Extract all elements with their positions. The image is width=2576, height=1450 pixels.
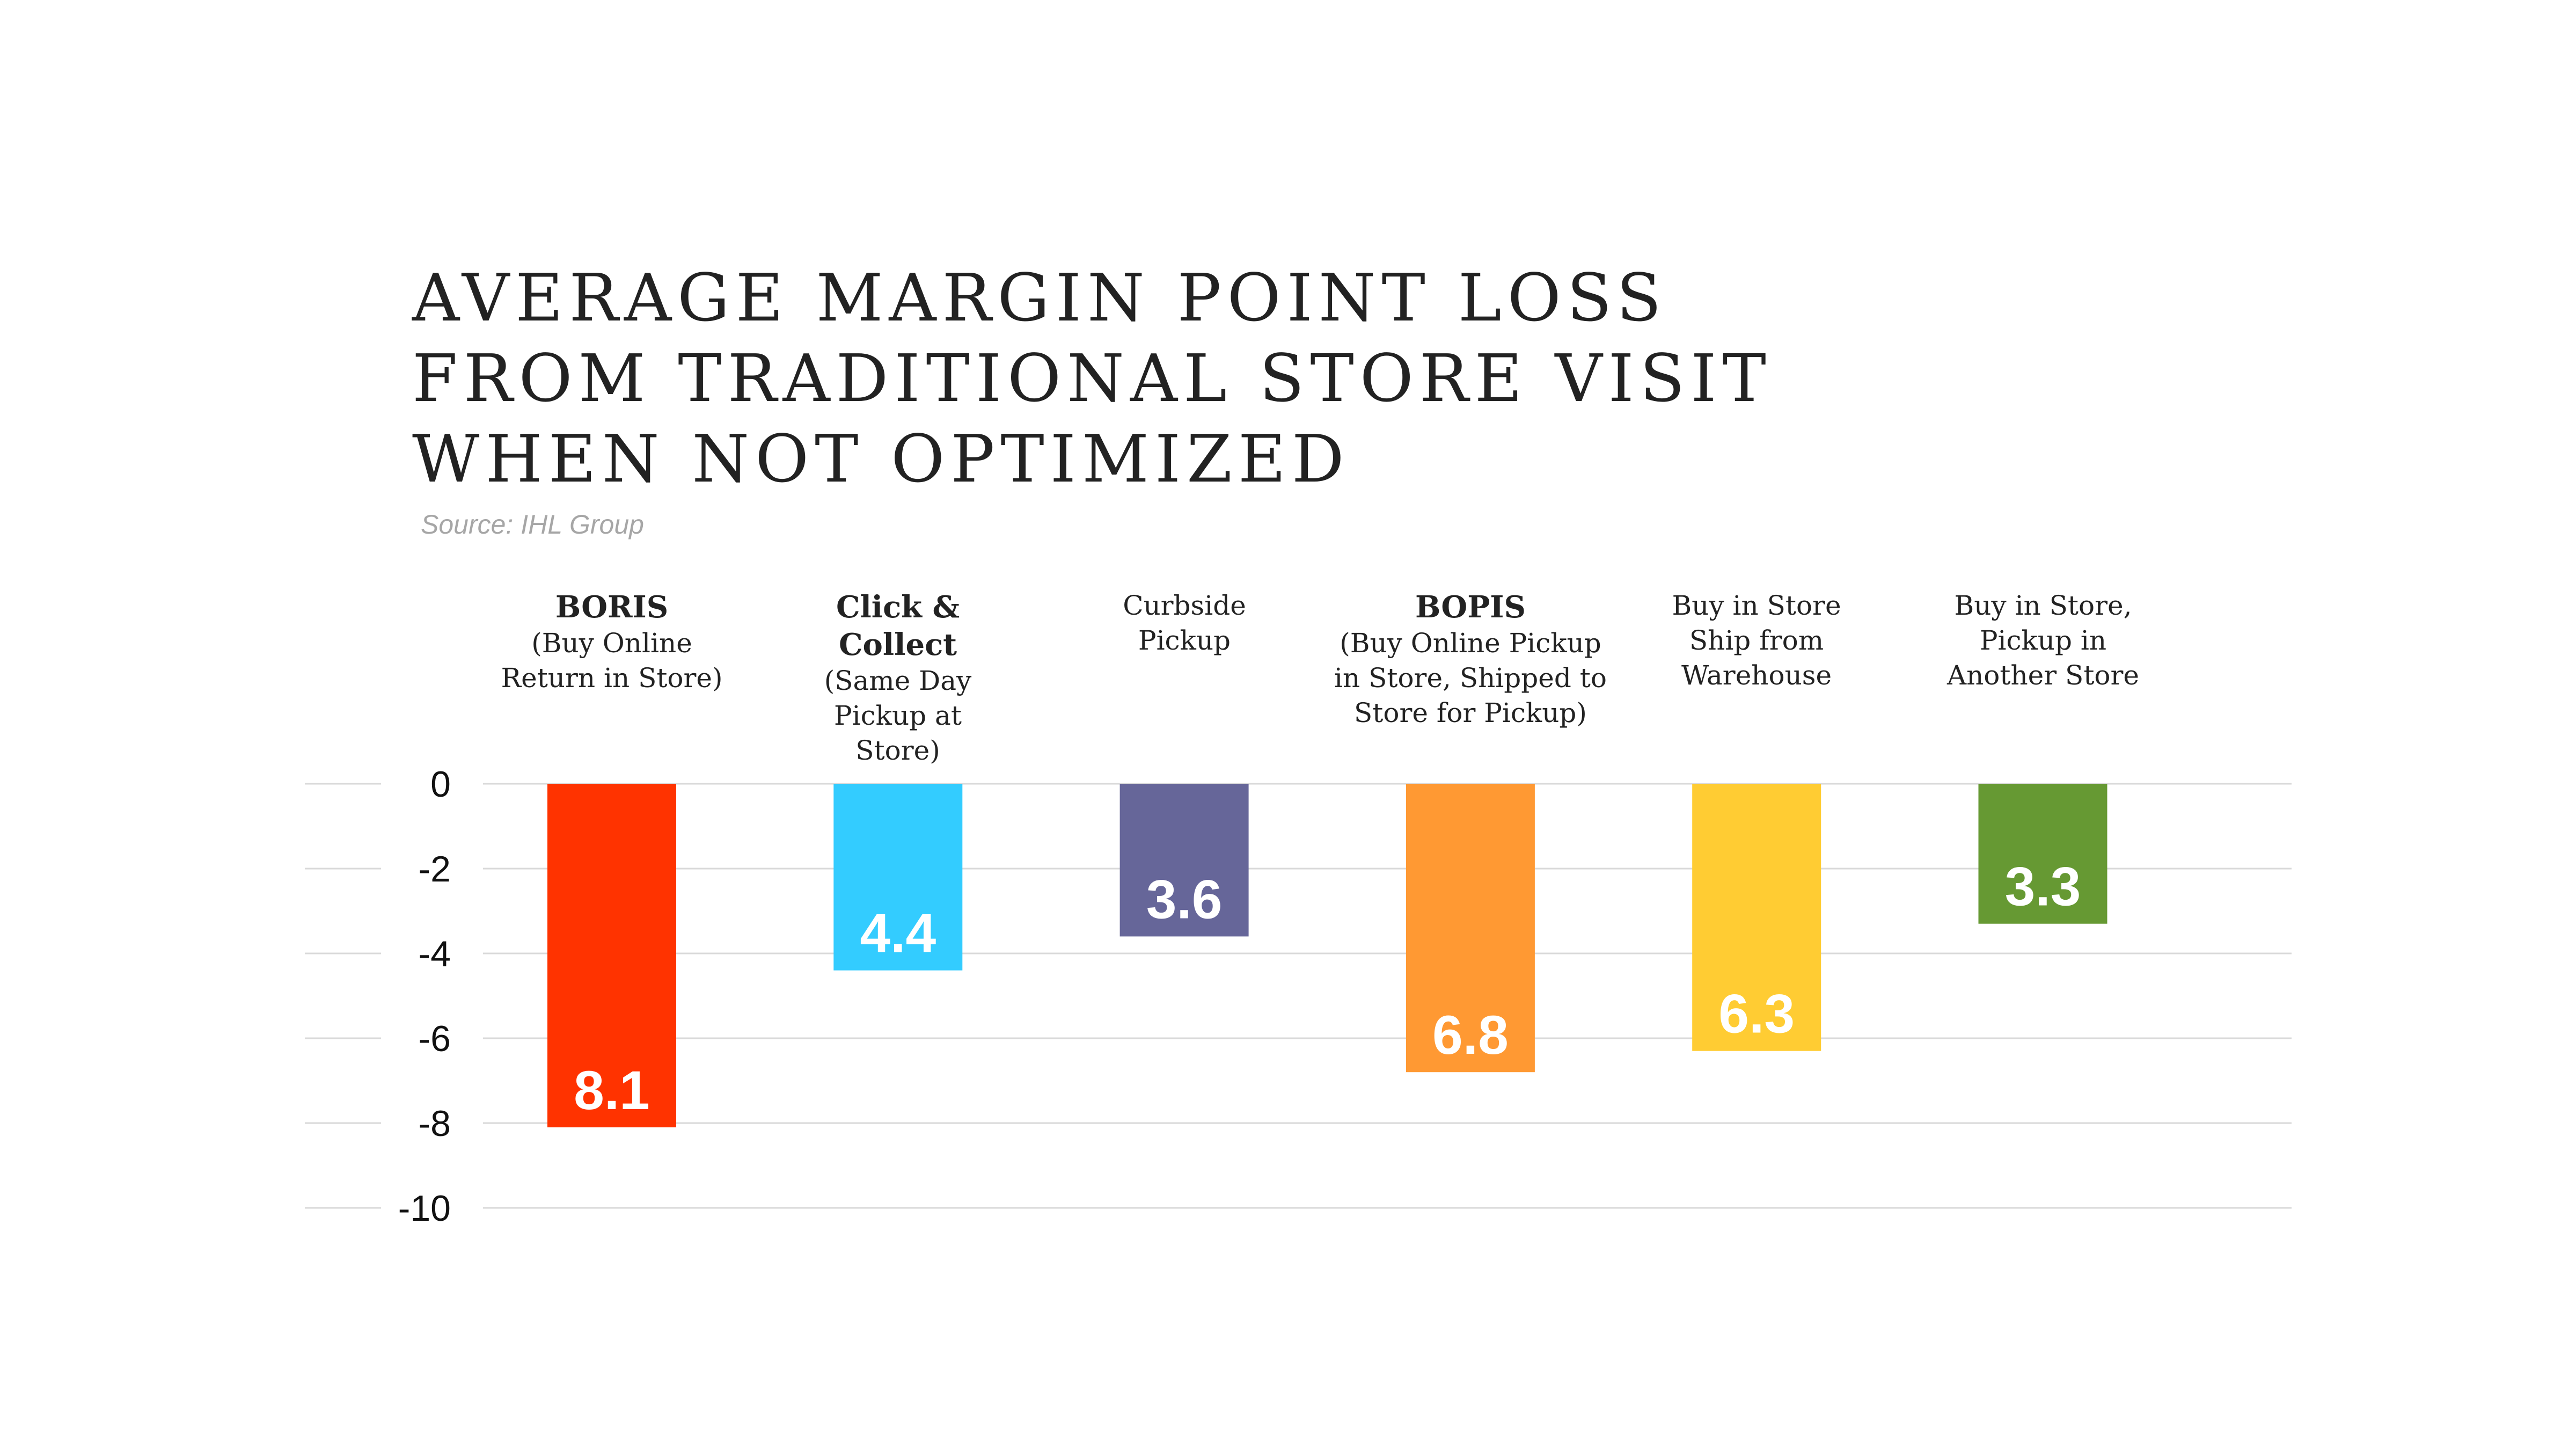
y-tick-label: -2: [419, 849, 451, 890]
category-main-label: BOPIS: [1415, 589, 1526, 625]
category-label-click-collect: Click & Collect (Same Day Pickup at Stor…: [726, 588, 1070, 768]
category-sub-label: (Same Day Pickup at Store): [824, 665, 972, 766]
category-label-curbside: Curbside Pickup: [1013, 588, 1356, 658]
category-sub-label: Curbside Pickup: [1123, 590, 1246, 656]
data-label: 6.8: [1432, 1004, 1509, 1066]
y-tick-label: -10: [398, 1188, 451, 1229]
source-note: Source: IHL Group: [421, 509, 644, 540]
data-label: 3.3: [2005, 856, 2081, 917]
category-main-label: Click & Collect: [836, 589, 960, 662]
bar: [1692, 784, 1821, 1051]
y-tick-label: -6: [419, 1018, 451, 1059]
data-label: 6.3: [1718, 983, 1795, 1045]
bar: [1119, 784, 1249, 937]
category-label-ship-from-warehouse: Buy in Store Ship from Warehouse: [1585, 588, 1928, 693]
data-label: 3.6: [1146, 869, 1223, 930]
category-sub-label: Buy in Store, Pickup in Another Store: [1946, 590, 2140, 691]
y-tick-label: -4: [419, 934, 451, 974]
category-label-pickup-another-store: Buy in Store, Pickup in Another Store: [1871, 588, 2215, 693]
category-label-boris: BORIS (Buy Online Return in Store): [440, 588, 784, 696]
bar: [1978, 784, 2107, 924]
category-sub-label: (Buy Online Pickup in Store, Shipped to …: [1334, 628, 1607, 728]
category-main-label: BORIS: [555, 589, 669, 625]
category-sub-label: Buy in Store Ship from Warehouse: [1672, 590, 1841, 691]
bar: [547, 784, 676, 1127]
data-label: 8.1: [574, 1060, 650, 1121]
y-tick-label: 0: [430, 764, 451, 805]
bar: [1406, 784, 1535, 1073]
category-label-bopis: BOPIS (Buy Online Pickup in Store, Shipp…: [1299, 588, 1642, 731]
chart-title: AVERAGE MARGIN POINT LOSS FROM TRADITION…: [412, 260, 1772, 497]
category-sub-label: (Buy Online Return in Store): [501, 628, 723, 694]
y-tick-label: -8: [419, 1103, 451, 1144]
bar: [833, 784, 963, 971]
data-label: 4.4: [860, 903, 936, 964]
